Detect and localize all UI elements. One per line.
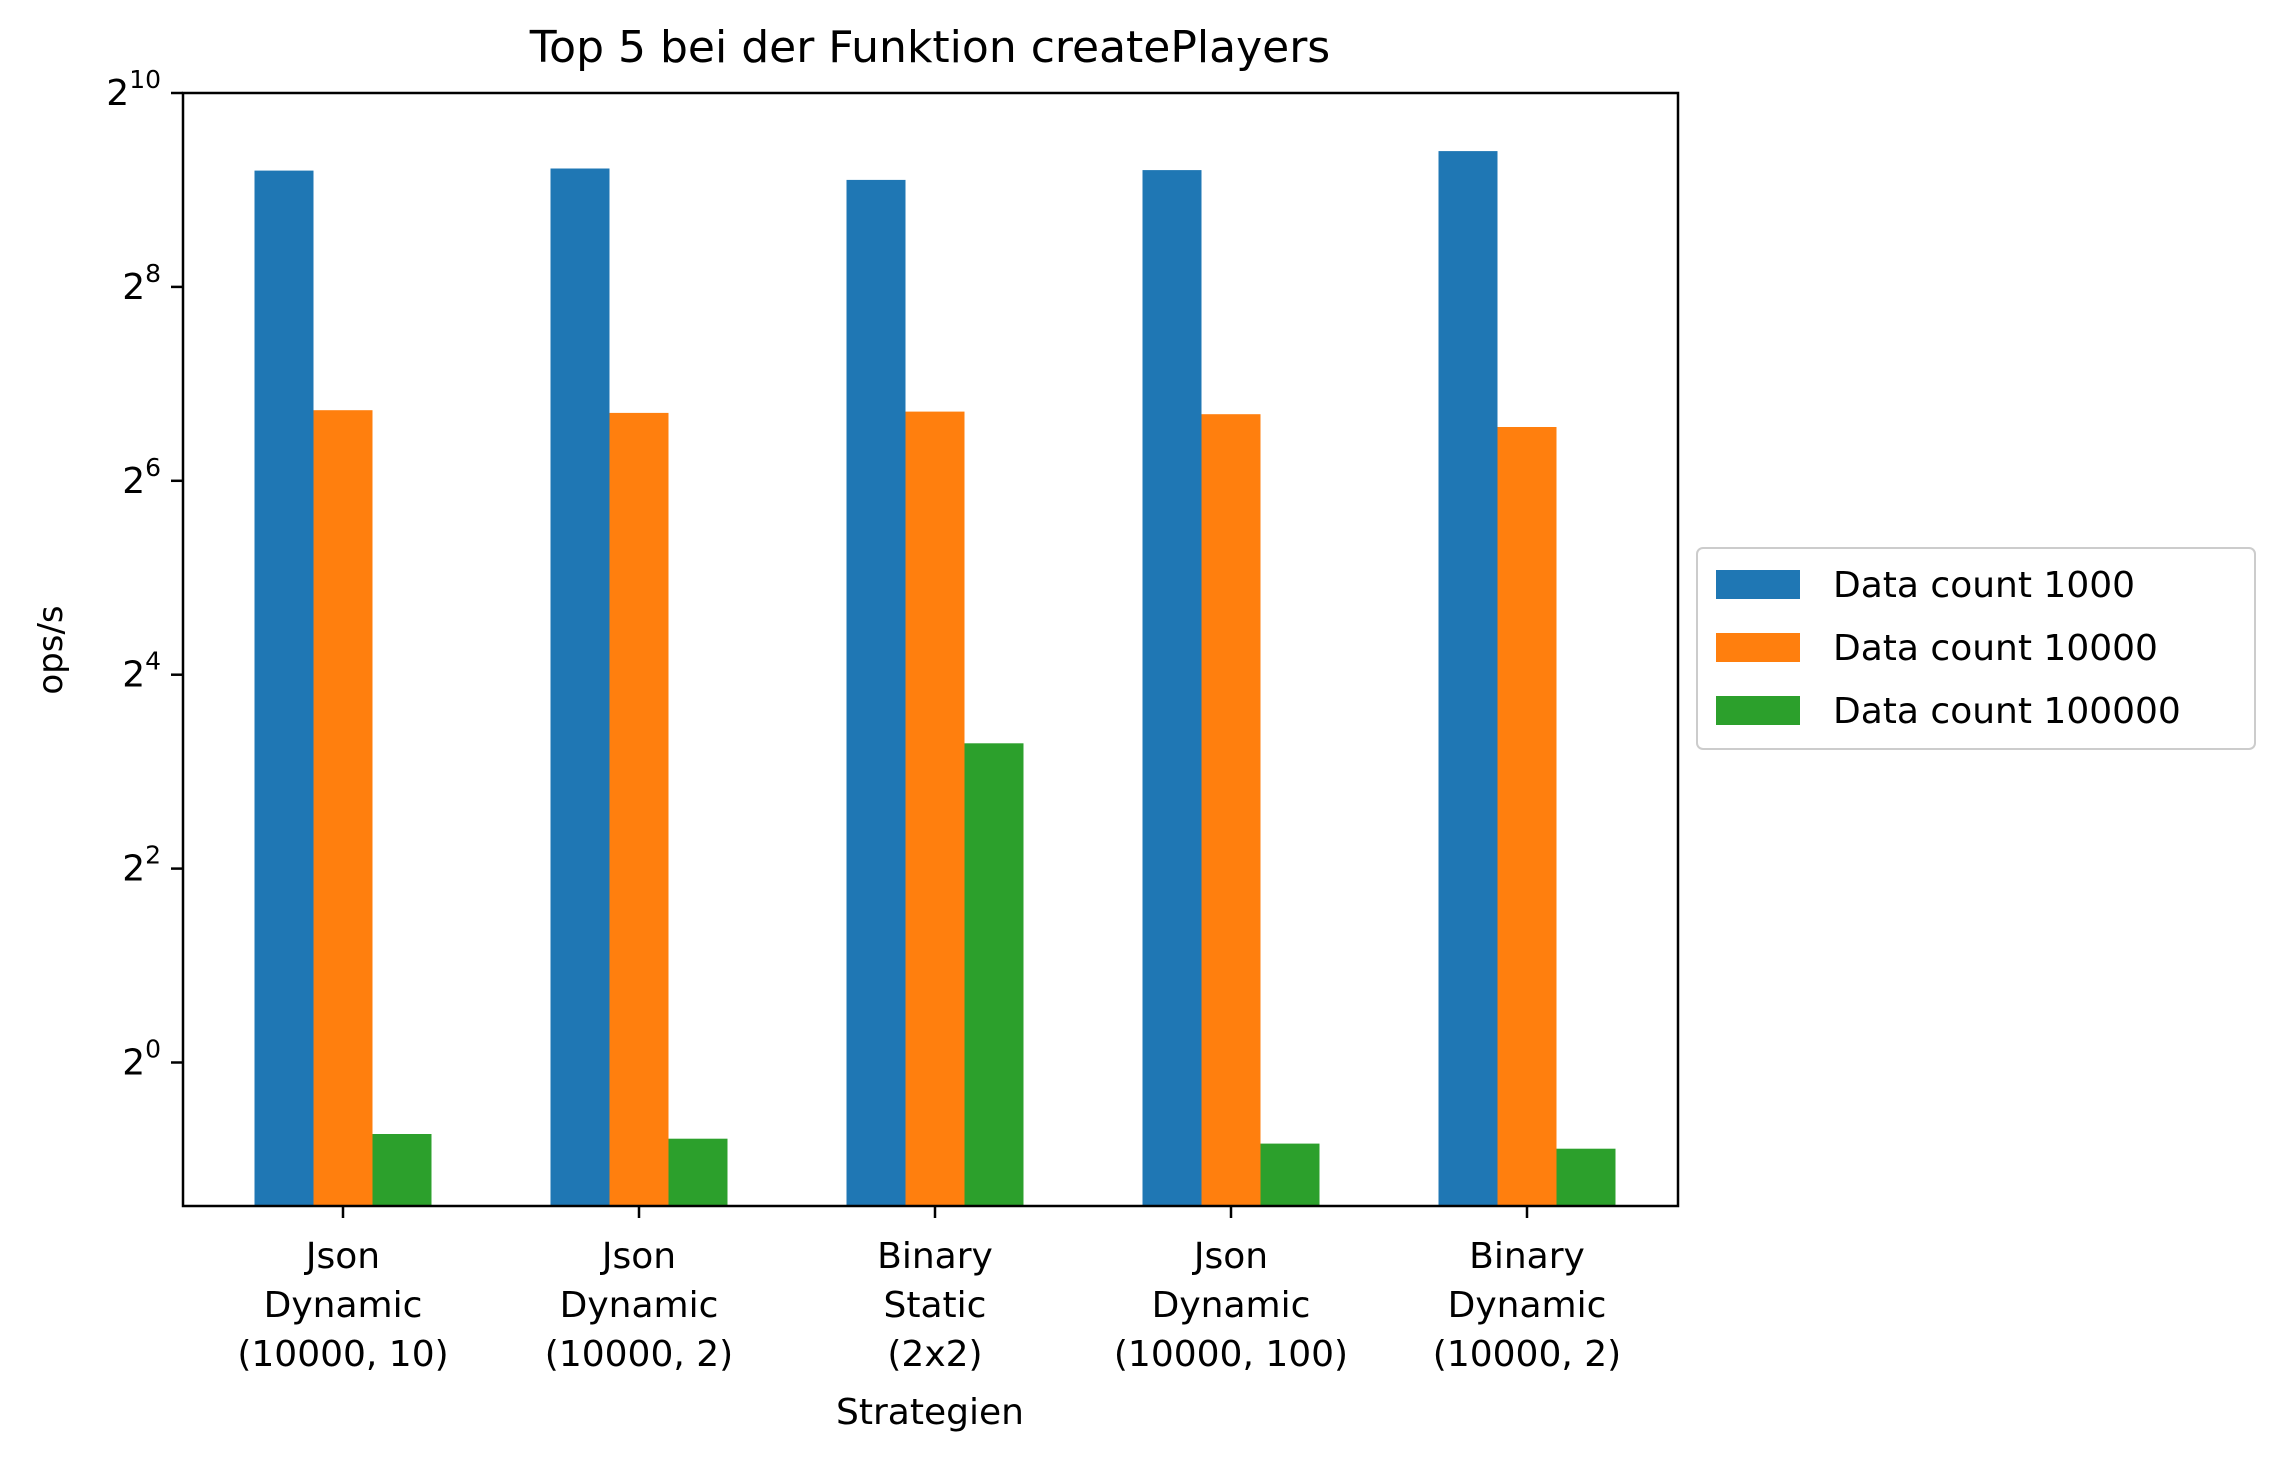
x-tick-label-line: (10000, 100) [1114,1334,1348,1375]
y-tick-exponent: 0 [145,1035,161,1064]
legend-swatch [1716,570,1800,599]
y-tick-base: 2 [122,849,145,890]
y-tick-base: 2 [122,1043,145,1084]
bar-2-2 [609,412,669,1206]
x-tick-label-line: (2x2) [887,1334,982,1375]
chart-title: Top 5 bei der Funktion createPlayers [529,22,1330,73]
x-tick-label-line: Dynamic [1152,1285,1311,1326]
y-tick-label: 22 [122,841,161,890]
plot-frame [181,91,1680,1208]
legend-label: Data count 10000 [1833,628,2158,669]
legend-label: Data count 1000 [1833,565,2135,606]
y-tick-base: 2 [106,73,129,114]
legend-swatch [1716,633,1800,662]
y-tick-exponent: 6 [145,453,161,482]
y-tick-exponent: 8 [145,259,161,288]
x-tick-label: Binary Static (2x2) [877,1236,993,1375]
x-tick-label-line: Static [884,1285,987,1326]
legend-frame [1696,547,2256,750]
x-tick-label-line: (10000, 10) [237,1334,448,1375]
y-axis-label: ops/s [31,605,71,694]
legend-items: Data count 1000 Data count 10000 Data coun… [1716,565,2181,732]
bars-layer [254,151,1616,1207]
bar-2-5 [1497,427,1557,1206]
x-axis: Json Dynamic (10000, 10) Json Dynamic (10000,… [237,1206,1621,1375]
y-tick-label: 24 [122,647,161,696]
x-axis-label: Strategien [836,1392,1024,1433]
bar-3-3 [964,743,1024,1206]
x-tick-label-line: Dynamic [1448,1285,1607,1326]
x-tick-label-line: Dynamic [560,1285,719,1326]
bar-1-2 [550,168,610,1206]
y-tick-exponent: 4 [145,647,161,676]
x-tick-label-line: (10000, 2) [1433,1334,1621,1375]
legend-swatch [1716,696,1800,725]
bar-2-4 [1201,414,1261,1206]
y-tick-label: 210 [106,65,161,114]
x-tick-label: Json Dynamic (10000, 2) [545,1236,733,1375]
bar-1-5 [1438,151,1498,1207]
legend-item: Data count 1000 [1716,565,2135,606]
legend-label: Data count 100000 [1833,691,2181,732]
y-tick-base: 2 [122,267,145,308]
bar-3-1 [372,1134,432,1206]
y-tick-exponent: 2 [145,841,161,870]
x-tick-label-line: Binary [877,1236,993,1277]
x-tick-label: Json Dynamic (10000, 100) [1114,1236,1348,1375]
x-tick-label: Binary Dynamic (10000, 2) [1433,1236,1621,1375]
y-tick-label: 28 [122,259,161,308]
x-tick-label-line: Json [304,1236,380,1277]
legend-item: Data count 10000 [1716,628,2158,669]
bar-2-1 [313,410,373,1206]
y-tick-base: 2 [122,655,145,696]
bar-3-4 [1260,1143,1320,1206]
legend: Data count 1000 Data count 10000 Data coun… [1696,547,2256,750]
legend-item: Data count 100000 [1716,691,2181,732]
bar-1-3 [846,179,906,1206]
x-tick-label: Json Dynamic (10000, 10) [237,1236,448,1375]
bar-3-5 [1556,1148,1616,1206]
x-tick-label-line: (10000, 2) [545,1334,733,1375]
bar-1-1 [254,170,314,1207]
bar-2-3 [905,411,965,1207]
bar-3-2 [668,1138,728,1206]
bar-1-4 [1142,170,1202,1207]
y-tick-label: 26 [122,453,161,502]
y-tick-base: 2 [122,461,145,502]
y-tick-exponent: 10 [129,65,161,94]
y-tick-label: 20 [122,1035,161,1084]
x-tick-label-line: Binary [1469,1236,1585,1277]
x-tick-label-line: Json [1192,1236,1268,1277]
x-tick-label-line: Dynamic [264,1285,423,1326]
x-tick-label-line: Json [600,1236,676,1277]
